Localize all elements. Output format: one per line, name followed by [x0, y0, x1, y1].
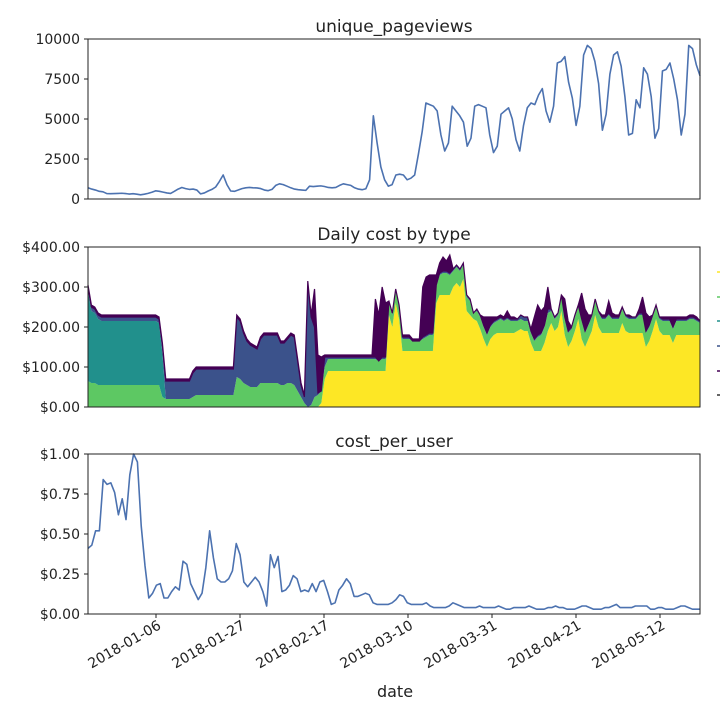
y-tick-label: $0.00 — [40, 400, 80, 416]
y-tick-label: $0.00 — [40, 607, 80, 623]
chart-panel-3: cost_per_user $0.00 $0.25 $0.50 $0.75 $1.00 20… — [40, 432, 701, 701]
series-line — [87, 44, 701, 196]
y-tick-label: $0.50 — [40, 527, 80, 543]
chart-title: unique_pageviews — [315, 17, 472, 37]
y-tick-label: 2500 — [44, 152, 80, 168]
x-tick-label: 2018-02-17 — [254, 618, 332, 673]
plot-frame — [87, 246, 701, 408]
x-tick-label: 2018-03-10 — [338, 618, 416, 673]
y-tick-label: $0.25 — [40, 567, 80, 583]
x-tick-label: 2018-03-31 — [422, 618, 500, 673]
chart-title: Daily cost by type — [317, 225, 470, 245]
plot-frame — [87, 38, 701, 200]
series-line — [87, 453, 700, 611]
x-axis-label: date — [377, 682, 413, 701]
y-tick-label: 5000 — [44, 112, 80, 128]
chart-title: cost_per_user — [335, 432, 453, 452]
y-tick-label: 10000 — [35, 32, 80, 48]
x-tick-label: 2018-04-21 — [506, 618, 584, 673]
y-tick-label: 7500 — [44, 72, 80, 88]
x-tick-label: 2018-01-27 — [170, 618, 248, 673]
stack-layer-purple — [87, 253, 701, 398]
x-tick-label: 2018-05-12 — [590, 618, 668, 673]
y-tick-label: 0 — [71, 192, 80, 208]
y-tick-label: $1.00 — [40, 447, 80, 463]
x-tick-label: 2018-01-06 — [86, 618, 165, 673]
stack-layer-green — [88, 265, 700, 407]
y-tick-label: $400.00 — [22, 240, 80, 256]
stack-layer-yellow — [88, 279, 700, 407]
chart-panel-1: unique_pageviews 0 2500 5000 7500 10000 — [35, 17, 701, 208]
y-tick-label: $0.75 — [40, 487, 80, 503]
y-tick-label: $300.00 — [22, 280, 80, 296]
chart-panel-2: Daily cost by type $0.00 $100.00 $200.00 $30… — [22, 225, 701, 416]
y-tick-label: $200.00 — [22, 320, 80, 336]
plot-frame — [87, 453, 701, 615]
stack-layer-blue — [88, 263, 700, 407]
y-tick-label: $100.00 — [22, 360, 80, 376]
